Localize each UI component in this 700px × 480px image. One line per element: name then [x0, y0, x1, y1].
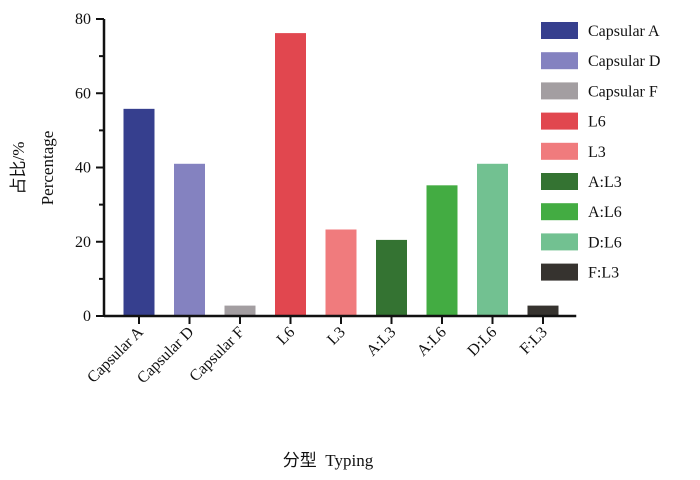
legend-swatch — [541, 142, 578, 160]
legend-swatch — [541, 233, 578, 251]
legend-swatch — [541, 22, 578, 39]
bars-group — [123, 33, 559, 317]
x-tick-label: L6 — [274, 324, 299, 349]
x-tick-label: F:L3 — [517, 324, 551, 358]
legend-swatch — [541, 263, 578, 281]
y-tick-label: 80 — [75, 11, 91, 28]
legend-label: L6 — [588, 114, 606, 131]
bar — [477, 163, 508, 316]
legend-label: D:L6 — [588, 234, 622, 251]
x-tick-label: A:L6 — [414, 324, 450, 360]
legend-swatch — [541, 112, 578, 130]
x-tick-label: D:L6 — [464, 324, 500, 360]
legend-label: L3 — [588, 144, 606, 161]
bar — [325, 229, 357, 316]
bar — [376, 239, 407, 316]
legend-label: A:L3 — [588, 174, 622, 191]
bar — [123, 108, 155, 316]
bar — [174, 163, 205, 316]
legend-swatch — [541, 173, 578, 190]
bar — [224, 305, 256, 316]
legend-label: Capsular F — [588, 83, 658, 100]
bar — [527, 305, 559, 316]
bar — [426, 185, 458, 316]
legend-swatch — [541, 52, 578, 70]
x-axis-title: 分型 Typing — [283, 451, 374, 470]
x-tick-label: Capsular F — [186, 324, 247, 385]
y-ticks-group: 0 20 40 60 80 — [75, 11, 104, 325]
legend-label: Capsular A — [588, 23, 660, 40]
y-tick-label: 60 — [75, 85, 91, 102]
y-axis-title-chinese: 占比/% — [9, 142, 28, 195]
legend-label: Capsular D — [588, 53, 660, 70]
y-axis-title-english: Percentage — [38, 131, 57, 206]
x-tick-label: L3 — [324, 324, 349, 349]
x-tick-label: A:L3 — [363, 324, 399, 360]
bar — [275, 33, 306, 317]
y-tick-label: 40 — [75, 160, 91, 177]
legend-swatch — [541, 82, 578, 100]
y-tick-label: 0 — [83, 308, 91, 325]
legend-swatch — [541, 203, 578, 221]
legend-label: A:L6 — [588, 204, 622, 221]
y-tick-label: 20 — [75, 234, 91, 251]
legend-label: F:L3 — [588, 265, 619, 282]
legend: Capsular A Capsular D Capsular F L6 L3 A:L3 A:… — [541, 22, 660, 282]
